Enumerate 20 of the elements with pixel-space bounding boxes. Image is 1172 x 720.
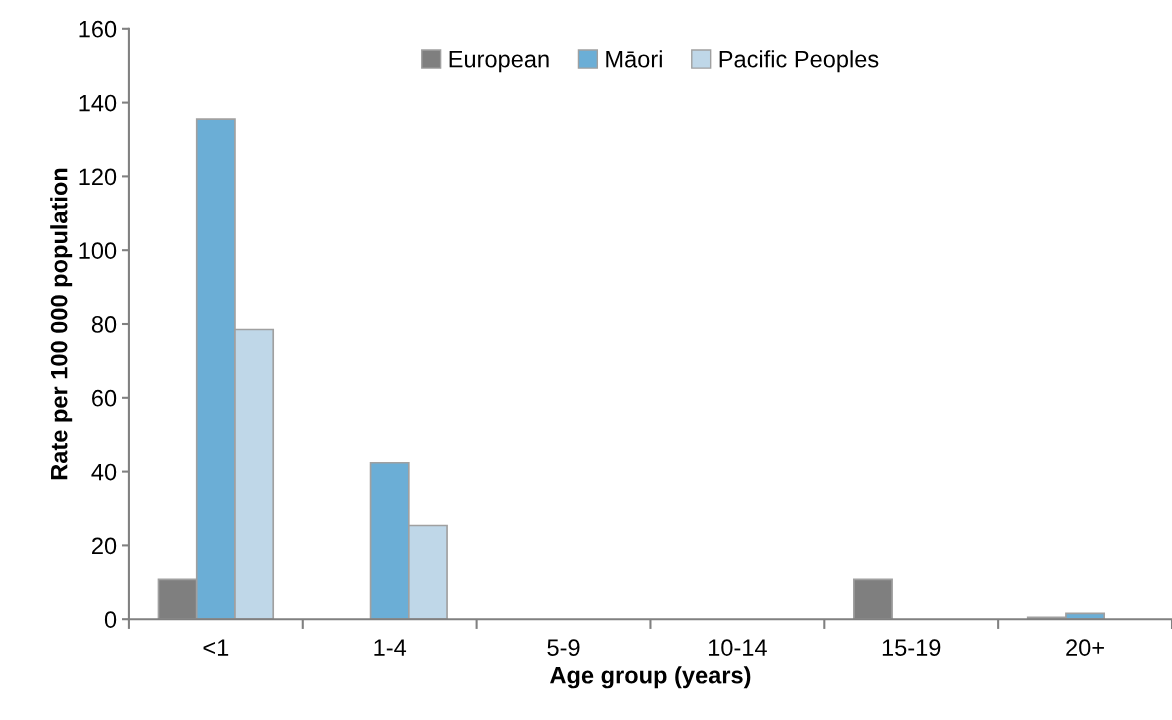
y-tick-label: 120 — [79, 168, 117, 186]
legend-label: Pacific Peoples — [719, 50, 879, 73]
y-tick-label: 20 — [92, 537, 117, 555]
y-tick-label: 0 — [104, 611, 117, 628]
y-tick-label: 40 — [91, 463, 117, 481]
x-tick-label: 5-9 — [547, 639, 580, 656]
y-tick-label: 60 — [92, 389, 117, 407]
y-tick-label: 100 — [79, 242, 117, 259]
legend-label: European — [449, 51, 549, 73]
x-tick-label: 20+ — [1066, 639, 1104, 656]
x-axis-title: Age group (years) — [550, 666, 751, 689]
y-tick-label: 80 — [91, 316, 117, 333]
x-tick-label: <1 — [203, 639, 229, 656]
x-tick-label: 10-14 — [708, 639, 767, 656]
y-tick-label: 140 — [79, 94, 117, 112]
x-tick-label: 1-4 — [374, 639, 407, 656]
y-axis-title: Rate per 100 000 population — [50, 168, 73, 480]
x-tick-label: 15-19 — [882, 639, 941, 656]
legend-label: Māori — [606, 50, 662, 68]
y-tick-label: 160 — [79, 20, 117, 38]
